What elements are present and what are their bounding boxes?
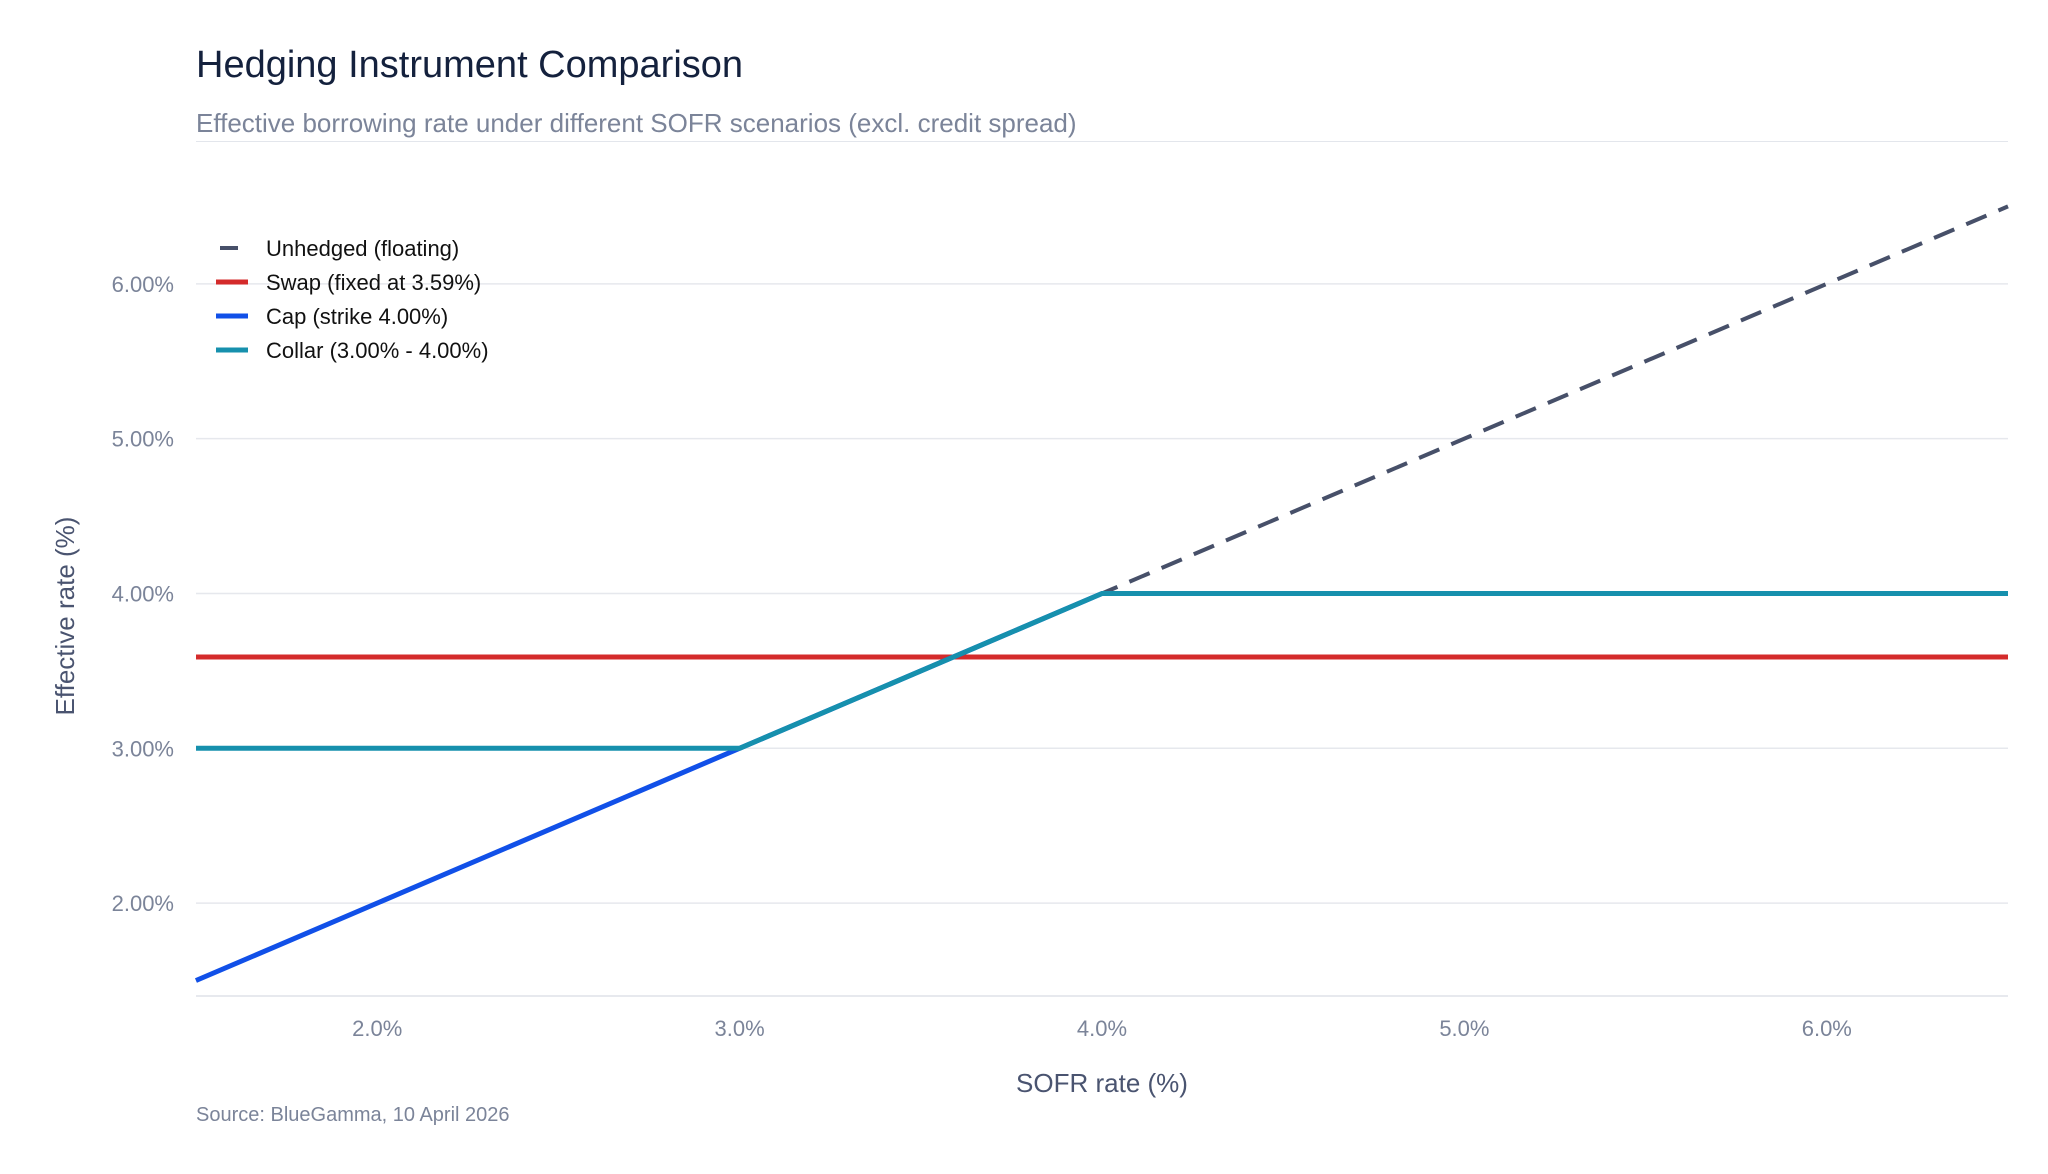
chart-title: Hedging Instrument Comparison [196, 44, 744, 86]
y-tick-label: 3.00% [112, 736, 174, 761]
x-tick-label: 4.0% [1077, 1016, 1127, 1041]
x-tick-label: 3.0% [715, 1016, 765, 1041]
y-tick-label: 5.00% [112, 427, 174, 452]
y-axis-ticks: 2.00% 3.00% 4.00% 5.00% 6.00% [112, 272, 174, 916]
y-axis-title: Effective rate (%) [50, 517, 80, 716]
x-tick-label: 5.0% [1439, 1016, 1489, 1041]
y-tick-label: 6.00% [112, 272, 174, 297]
chart-subtitle: Effective borrowing rate under different… [196, 108, 1077, 138]
x-axis-ticks: 2.0% 3.0% 4.0% 5.0% 6.0% [352, 1016, 1852, 1041]
x-tick-label: 2.0% [352, 1016, 402, 1041]
header-divider [196, 141, 2008, 142]
series-line [196, 591, 2008, 751]
legend: Unhedged (floating) Swap (fixed at 3.59%)… [216, 236, 489, 363]
legend-label: Collar (3.00% - 4.00%) [266, 338, 489, 363]
y-tick-label: 2.00% [112, 891, 174, 916]
series-line [195, 591, 2008, 983]
legend-label: Swap (fixed at 3.59%) [266, 270, 481, 295]
legend-label: Unhedged (floating) [266, 236, 459, 261]
source-note: Source: BlueGamma, 10 April 2026 [196, 1104, 510, 1126]
legend-label: Cap (strike 4.00%) [266, 304, 448, 329]
series-lines [195, 204, 2009, 983]
x-tick-label: 6.0% [1802, 1016, 1852, 1041]
x-axis-title: SOFR rate (%) [1016, 1068, 1188, 1098]
y-tick-label: 4.00% [112, 581, 174, 606]
